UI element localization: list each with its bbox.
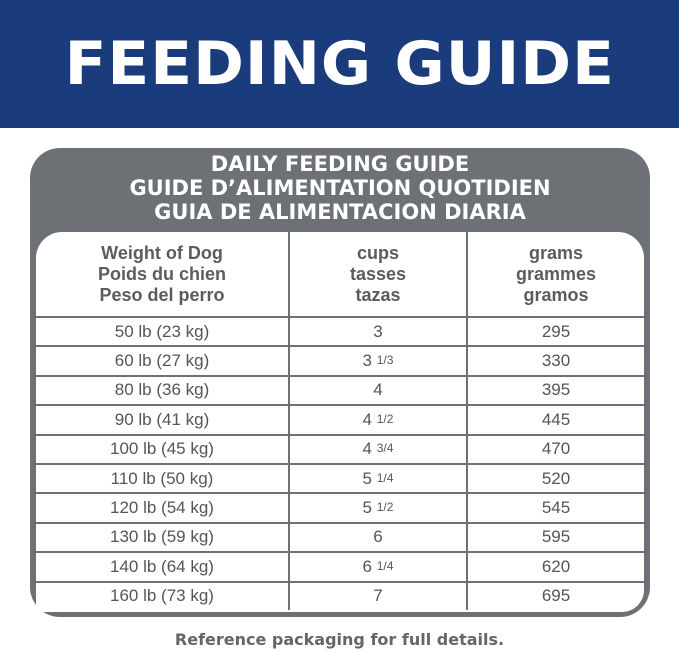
header-weight-en: Weight of Dog: [101, 242, 223, 263]
header-grams-en: grams: [528, 242, 584, 263]
cups-cell: 7: [288, 580, 468, 610]
cups-fraction: 1/4: [376, 558, 394, 573]
cups-fraction: 1/2: [376, 411, 394, 426]
table-row: 90 lb (41 kg) 4 1/2 445: [36, 404, 644, 436]
header-grams-es: gramos: [523, 284, 589, 305]
header-cups-fr: tasses: [349, 263, 407, 284]
table-body: Weight of Dog Poids du chien Peso del pe…: [36, 232, 644, 612]
cups-fraction: 1/2: [376, 500, 394, 515]
table-row: 160 lb (73 kg) 7 695: [36, 580, 644, 610]
table-row: 110 lb (50 kg) 5 1/4 520: [36, 462, 644, 495]
header-cups-es: tazas: [355, 284, 401, 305]
cups-whole: 5: [362, 498, 373, 518]
table-row: 80 lb (36 kg) 4 395: [36, 374, 644, 407]
cups-whole: 4: [373, 380, 383, 400]
header-grams: grams grammes gramos: [466, 232, 644, 318]
table-title-en: DAILY FEEDING GUIDE: [210, 152, 470, 176]
grams-cell: 545: [466, 492, 644, 524]
cups-cell: 3 1/3: [288, 345, 468, 377]
cups-whole: 4: [362, 409, 373, 429]
grams-cell: 445: [466, 404, 644, 436]
header-grams-fr: grammes: [515, 263, 597, 284]
table-row: 140 lb (64 kg) 6 1/4 620: [36, 551, 644, 583]
weight-cell: 120 lb (54 kg): [36, 492, 290, 524]
cups-cell: 4 3/4: [288, 433, 468, 465]
weight-cell: 110 lb (50 kg): [36, 462, 290, 495]
header-cups-en: cups: [356, 242, 399, 263]
cups-whole: 5: [362, 468, 373, 488]
table-title-fr: GUIDE D’ALIMENTATION QUOTIDIEN: [129, 176, 551, 200]
feeding-guide-table-panel: DAILY FEEDING GUIDE GUIDE D’ALIMENTATION…: [30, 148, 650, 617]
header-cups: cups tasses tazas: [288, 232, 468, 318]
cups-whole: 6: [362, 556, 373, 576]
weight-cell: 80 lb (36 kg): [36, 374, 290, 407]
table-row: 130 lb (59 kg) 6 595: [36, 521, 644, 554]
header-row: Weight of Dog Poids du chien Peso del pe…: [36, 232, 644, 318]
header-weight-es: Peso del perro: [99, 284, 225, 305]
table-row: 100 lb (45 kg) 4 3/4 470: [36, 433, 644, 465]
header-weight-fr: Poids du chien: [97, 263, 226, 284]
weight-cell: 50 lb (23 kg): [36, 315, 290, 348]
grams-cell: 295: [466, 315, 644, 348]
header-weight: Weight of Dog Poids du chien Peso del pe…: [36, 232, 290, 318]
page-title: FEEDING GUIDE: [64, 29, 615, 99]
cups-fraction: 1/4: [376, 470, 394, 485]
cups-cell: 6: [288, 521, 468, 554]
weight-cell: 130 lb (59 kg): [36, 521, 290, 554]
footer-note: Reference packaging for full details.: [174, 630, 505, 649]
cups-whole: 4: [362, 439, 373, 459]
grams-cell: 470: [466, 433, 644, 465]
table-title-es: GUIA DE ALIMENTACION DIARIA: [154, 200, 526, 224]
grams-cell: 695: [466, 580, 644, 610]
cups-whole: 3: [373, 321, 383, 341]
feeding-table: Weight of Dog Poids du chien Peso del pe…: [36, 232, 644, 610]
cups-whole: 6: [373, 527, 383, 547]
table-titles: DAILY FEEDING GUIDE GUIDE D’ALIMENTATION…: [30, 152, 650, 224]
grams-cell: 595: [466, 521, 644, 554]
weight-cell: 90 lb (41 kg): [36, 404, 290, 436]
table-row: 120 lb (54 kg) 5 1/2 545: [36, 492, 644, 524]
weight-cell: 140 lb (64 kg): [36, 551, 290, 583]
cups-cell: 3: [288, 315, 468, 348]
table-row: 50 lb (23 kg) 3 295: [36, 315, 644, 348]
weight-cell: 60 lb (27 kg): [36, 345, 290, 377]
cups-whole: 3: [362, 351, 373, 371]
cups-cell: 6 1/4: [288, 551, 468, 583]
grams-cell: 395: [466, 374, 644, 407]
cups-fraction: 3/4: [376, 441, 394, 456]
header-banner: FEEDING GUIDE: [0, 0, 679, 128]
grams-cell: 330: [466, 345, 644, 377]
cups-fraction: 1/3: [376, 353, 394, 368]
cups-cell: 5 1/4: [288, 462, 468, 495]
cups-cell: 4 1/2: [288, 404, 468, 436]
cups-whole: 7: [373, 586, 383, 606]
cups-cell: 5 1/2: [288, 492, 468, 524]
grams-cell: 620: [466, 551, 644, 583]
weight-cell: 160 lb (73 kg): [36, 580, 290, 610]
weight-cell: 100 lb (45 kg): [36, 433, 290, 465]
table-row: 60 lb (27 kg) 3 1/3 330: [36, 345, 644, 377]
cups-cell: 4: [288, 374, 468, 407]
grams-cell: 520: [466, 462, 644, 495]
